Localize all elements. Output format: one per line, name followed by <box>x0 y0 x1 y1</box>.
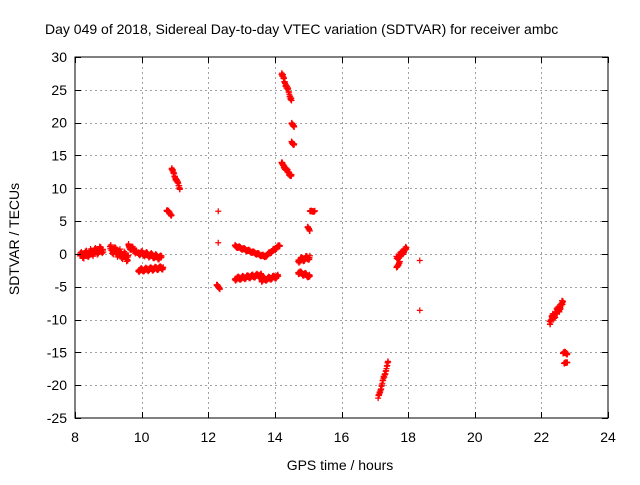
data-point <box>215 208 222 215</box>
data-point <box>216 286 223 293</box>
data-point <box>258 271 265 278</box>
data-point <box>560 298 567 305</box>
x-tick-label: 14 <box>267 429 283 445</box>
y-tick-label: -5 <box>55 279 68 295</box>
data-point <box>276 242 283 249</box>
x-tick-label: 22 <box>534 429 550 445</box>
data-points <box>76 70 571 402</box>
x-tick-label: 8 <box>71 429 79 445</box>
data-point <box>100 248 107 255</box>
data-point <box>416 307 423 314</box>
x-axis-label: GPS time / hours <box>287 457 394 473</box>
data-point <box>564 350 571 357</box>
y-tick-label: -25 <box>47 410 67 426</box>
data-point <box>160 264 167 271</box>
x-tick-label: 10 <box>134 429 150 445</box>
tick-labels: 8 10 12 14 16 18 20 22 24 -25 -20 -15 -10 -5 0 5 10 15 20 2… <box>47 49 616 445</box>
data-point <box>385 358 392 365</box>
y-tick-label: -15 <box>47 344 67 360</box>
x-tick-label: 20 <box>467 429 483 445</box>
data-point <box>288 171 295 178</box>
data-point <box>306 227 313 234</box>
data-point <box>403 244 410 251</box>
data-point <box>396 258 403 265</box>
data-point <box>215 239 222 246</box>
y-tick-label: 15 <box>51 147 67 163</box>
x-tick-label: 12 <box>200 429 216 445</box>
x-tick-label: 18 <box>400 429 416 445</box>
y-tick-label: 0 <box>59 246 67 262</box>
y-tick-label: -10 <box>47 312 67 328</box>
gridlines <box>75 57 608 418</box>
data-point <box>311 207 318 214</box>
x-tick-label: 16 <box>334 429 350 445</box>
y-tick-label: 25 <box>51 82 67 98</box>
data-point <box>288 97 295 104</box>
x-tick-label: 24 <box>600 429 616 445</box>
y-axis-label: SDTVAR / TECUs <box>6 183 22 295</box>
y-tick-label: 30 <box>51 49 67 65</box>
data-point <box>275 273 282 280</box>
data-point <box>176 185 183 192</box>
data-point <box>158 252 165 259</box>
data-point <box>291 140 298 147</box>
data-point <box>416 257 423 264</box>
data-point <box>168 212 175 219</box>
data-point <box>564 359 571 366</box>
chart-title: Day 049 of 2018, Sidereal Day-to-day VTE… <box>45 21 558 37</box>
plot-frame <box>74 56 609 419</box>
y-tick-label: 20 <box>51 115 67 131</box>
y-tick-label: 10 <box>51 180 67 196</box>
data-point <box>306 252 313 259</box>
data-point <box>306 273 313 280</box>
y-tick-label: 5 <box>59 213 67 229</box>
y-tick-label: -20 <box>47 377 67 393</box>
data-point <box>125 252 132 259</box>
data-point <box>291 123 298 130</box>
axis-ticks <box>75 57 609 419</box>
